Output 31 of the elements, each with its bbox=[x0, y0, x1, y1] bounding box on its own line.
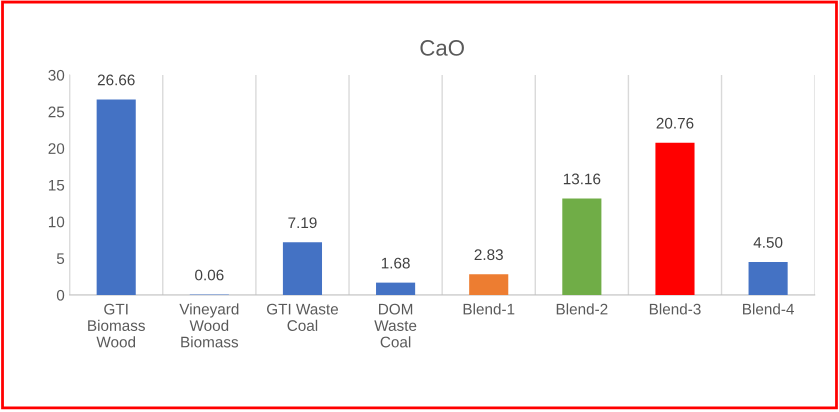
data-label: 13.16 bbox=[564, 174, 600, 184]
x-tick-label: Blend-4 bbox=[743, 303, 794, 315]
y-tick-label: 0 bbox=[56, 290, 64, 301]
y-tick-label: 15 bbox=[48, 180, 64, 191]
y-tick-label: 5 bbox=[56, 253, 64, 264]
data-label: 0.06 bbox=[195, 270, 224, 280]
data-label: 20.76 bbox=[656, 118, 694, 129]
bar bbox=[469, 274, 508, 295]
bar bbox=[655, 142, 695, 295]
y-tick-label: 30 bbox=[48, 70, 64, 81]
y-tick-label: 25 bbox=[48, 106, 64, 118]
x-tick-label: Blend-2 bbox=[556, 303, 608, 315]
data-label: 4.50 bbox=[754, 237, 782, 248]
x-tick-label: GTI Waste Coal bbox=[267, 304, 338, 332]
x-tick-label: GTI Biomass Wood bbox=[88, 304, 145, 348]
chart-title: CaO bbox=[420, 40, 464, 56]
x-tick-label: DOM Waste Coal bbox=[374, 304, 416, 348]
data-label: 1.68 bbox=[382, 258, 410, 269]
bar bbox=[96, 99, 136, 295]
data-label: 26.66 bbox=[98, 74, 135, 86]
y-tick-label: 20 bbox=[48, 143, 64, 154]
y-tick-label: 10 bbox=[48, 216, 64, 228]
x-tick-label: Vineyard Wood Biomass bbox=[179, 303, 238, 348]
bar bbox=[748, 262, 788, 295]
data-label: 2.83 bbox=[474, 249, 503, 260]
bar bbox=[376, 282, 416, 295]
x-tick-label: Blend-3 bbox=[650, 303, 701, 315]
data-label: 7.19 bbox=[288, 217, 317, 228]
bar bbox=[282, 242, 322, 295]
bar bbox=[562, 198, 602, 295]
x-tick-label: Blend-1 bbox=[464, 303, 514, 315]
